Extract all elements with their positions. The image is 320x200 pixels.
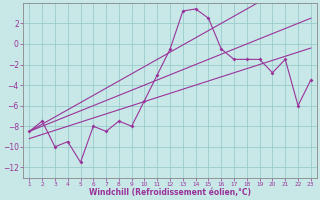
X-axis label: Windchill (Refroidissement éolien,°C): Windchill (Refroidissement éolien,°C) — [89, 188, 251, 197]
